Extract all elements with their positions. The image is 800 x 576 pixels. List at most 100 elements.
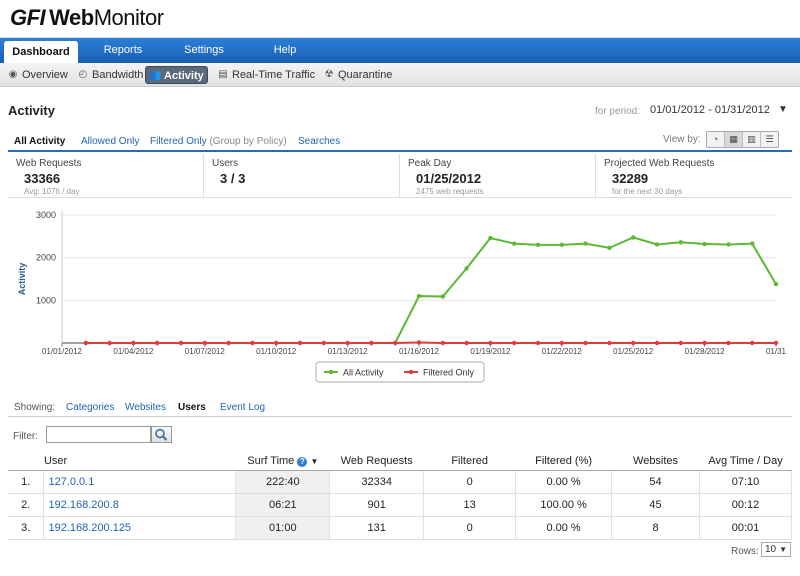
tab-all-activity[interactable]: All Activity — [14, 136, 66, 152]
data-point — [512, 241, 517, 246]
col-surf-time-label: Surf Time — [247, 454, 295, 467]
data-point — [488, 235, 493, 241]
data-point — [369, 340, 374, 346]
legend-marker — [408, 369, 414, 375]
search-icon — [155, 428, 168, 441]
period-selector[interactable]: 01/01/2012 - 01/31/2012 — [650, 104, 770, 116]
data-point — [535, 242, 541, 248]
tab-event-log[interactable]: Event Log — [220, 402, 266, 413]
logo-monitor: Monitor — [93, 5, 164, 30]
tab-searches[interactable]: Searches — [298, 136, 341, 147]
subnav-realtime-traffic[interactable]: ▤ Real-Time Traffic — [214, 66, 315, 84]
tab-filtered-label: Filtered Only — [150, 136, 207, 147]
logo-web: Web — [49, 5, 94, 30]
tab-websites[interactable]: Websites — [125, 402, 166, 413]
cell-surf-time: 222:40 — [235, 469, 331, 494]
table-view-icon[interactable]: ☰ — [765, 134, 774, 144]
user-link-text[interactable]: 127.0.0.1 — [48, 475, 95, 488]
col-user[interactable]: User — [43, 452, 236, 471]
subnav-activity[interactable]: 👥 Activity — [145, 66, 208, 84]
data-point — [678, 340, 683, 346]
filter-label: Filter: — [13, 431, 38, 442]
cell-filtered-pct: 100.00 % — [515, 493, 613, 517]
tab-allowed-only[interactable]: Allowed Only — [81, 136, 140, 147]
data-point — [773, 281, 779, 287]
view-by-buttons: ◔ ▦ ▥ ☰ — [706, 131, 779, 148]
subnav-quarantine[interactable]: ☢ Quarantine — [320, 66, 393, 84]
col-avg-time[interactable]: Avg Time / Day — [699, 452, 792, 471]
cell-web-requests: 901 — [329, 493, 425, 517]
stat-users: Users 3 / 3 — [204, 154, 400, 198]
period-dropdown-icon[interactable]: ▼ — [778, 104, 788, 115]
nav-help[interactable]: Help — [273, 44, 297, 56]
tab-users[interactable]: Users — [178, 402, 206, 413]
user-link[interactable]: 127.0.0.1 — [43, 469, 237, 494]
logo-brand: GFI — [10, 5, 46, 30]
stat-label: Users — [212, 158, 239, 169]
col-surf-time[interactable]: Surf Time ? ▼ — [235, 452, 330, 471]
nav-settings[interactable]: Settings — [184, 44, 224, 56]
chevron-down-icon: ▼ — [779, 545, 787, 554]
pie-view-icon[interactable]: ◔ — [707, 132, 725, 147]
data-point — [393, 340, 398, 346]
stat-label: Peak Day — [408, 158, 452, 169]
rows-per-page-select[interactable]: 10 ▼ — [761, 542, 791, 557]
period-label: for period: — [595, 106, 641, 117]
row-index: 2. — [8, 493, 45, 517]
stat-sub: 2475 web requests — [416, 187, 484, 196]
data-point — [583, 340, 588, 346]
logo-product: WebMonitor — [49, 5, 164, 30]
legend-label: All Activity — [343, 368, 384, 378]
filter-search-button[interactable] — [151, 426, 172, 443]
user-link-text[interactable]: 192.168.200.8 — [48, 498, 119, 511]
subnav-quarantine-label: Quarantine — [338, 69, 393, 81]
page-title: Activity — [8, 103, 55, 118]
user-link[interactable]: 192.168.200.8 — [43, 493, 237, 517]
data-point — [535, 340, 541, 346]
data-point — [464, 266, 469, 271]
data-point — [654, 340, 660, 346]
subnav-bandwidth[interactable]: ◴ Bandwidth — [74, 66, 144, 84]
filter-input[interactable] — [46, 426, 151, 443]
help-icon[interactable]: ? — [297, 456, 308, 467]
nav-reports[interactable]: Reports — [103, 44, 143, 56]
user-link[interactable]: 192.168.200.125 — [43, 516, 237, 540]
x-tick-label: 01/01/2012 — [42, 347, 83, 356]
stats-bar: Web Requests 33366 Avg: 1076 / day Users… — [8, 154, 792, 198]
col-websites[interactable]: Websites — [611, 452, 700, 471]
tab-categories[interactable]: Categories — [66, 402, 115, 413]
tab-filtered-only[interactable]: Filtered Only (Group by Policy) — [150, 136, 287, 147]
data-point — [559, 242, 564, 248]
subnav-realtime-label: Real-Time Traffic — [232, 69, 316, 81]
data-point — [345, 340, 350, 346]
cell-filtered: 0 — [423, 516, 517, 540]
data-point — [583, 241, 588, 246]
data-point — [678, 240, 683, 245]
chart-view-icon[interactable]: ▦ — [725, 132, 743, 147]
data-point — [559, 340, 564, 346]
eye-icon: ◉ — [8, 69, 18, 80]
nav-dashboard[interactable]: Dashboard — [4, 41, 78, 63]
col-filtered[interactable]: Filtered — [423, 452, 516, 471]
data-point — [488, 340, 493, 346]
cell-surf-time: 06:21 — [235, 493, 331, 517]
rows-value: 10 — [765, 544, 777, 555]
user-link-text[interactable]: 192.168.200.125 — [48, 521, 132, 534]
people-icon: 👥 — [149, 70, 162, 81]
stat-sub: for the next 30 days — [612, 187, 683, 196]
data-point — [250, 340, 255, 346]
row-index: 1. — [8, 469, 45, 494]
col-web-requests[interactable]: Web Requests — [329, 452, 424, 471]
subnav-overview[interactable]: ◉ Overview — [4, 66, 68, 84]
data-point — [702, 241, 707, 247]
cell-surf-time: 01:00 — [235, 516, 331, 540]
cell-web-requests: 32334 — [329, 469, 425, 494]
cell-filtered-pct: 0.00 % — [515, 516, 613, 540]
x-tick-label: 01/10/2012 — [256, 347, 297, 356]
col-filtered-pct[interactable]: Filtered (%) — [515, 452, 612, 471]
hazard-icon: ☢ — [324, 69, 334, 80]
data-point — [178, 340, 184, 346]
split-view-icon[interactable]: ▥ — [743, 132, 761, 147]
data-point — [607, 245, 612, 251]
series-line-filtered-only — [85, 341, 776, 344]
